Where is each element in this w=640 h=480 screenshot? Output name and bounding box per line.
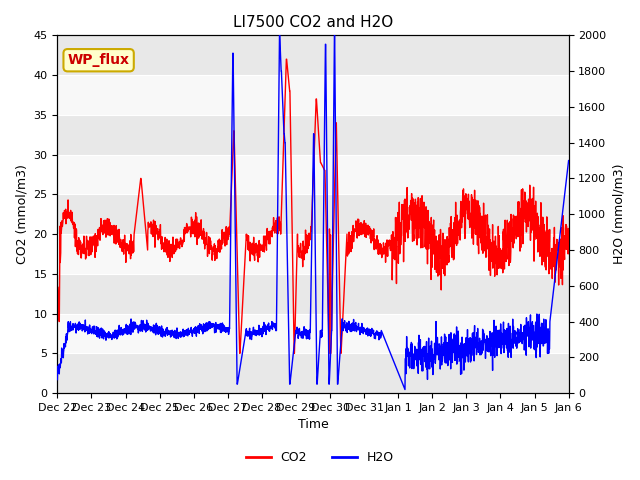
Y-axis label: H2O (mmol/m3): H2O (mmol/m3) (612, 164, 625, 264)
X-axis label: Time: Time (298, 419, 328, 432)
Bar (58, 313, 568, 353)
Title: LI7500 CO2 and H2O: LI7500 CO2 and H2O (233, 15, 393, 30)
Y-axis label: CO2 (mmol/m3): CO2 (mmol/m3) (15, 164, 28, 264)
Bar (58, 274, 568, 313)
Bar (58, 155, 568, 194)
Bar (58, 194, 568, 234)
Bar (58, 115, 568, 155)
Legend: CO2, H2O: CO2, H2O (241, 446, 399, 469)
Bar (58, 234, 568, 274)
Text: WP_flux: WP_flux (68, 53, 130, 67)
Bar (58, 36, 568, 75)
Bar (58, 75, 568, 115)
Bar (58, 353, 568, 393)
